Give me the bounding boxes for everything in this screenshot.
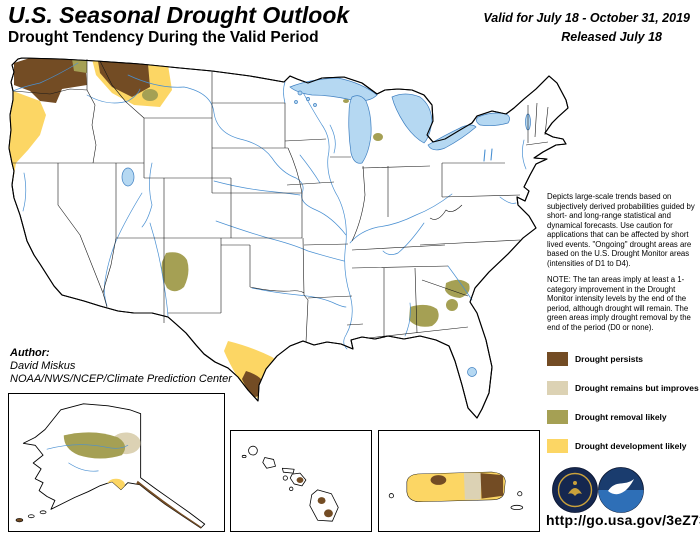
region-south-carolina-removal <box>445 279 470 298</box>
region-pacific-northwest-persists <box>14 58 87 103</box>
region-pr-improves <box>463 473 482 500</box>
legend-item-removal: Drought removal likely <box>547 410 697 424</box>
valid-dates: Valid for July 18 - October 31, 2019 <box>483 11 690 25</box>
region-nw-montana-persists <box>98 61 150 97</box>
island-niihau <box>241 454 247 459</box>
region-maui-persists <box>296 477 304 483</box>
puerto-rico-map <box>388 471 524 511</box>
page-title: U.S. Seasonal Drought Outlook <box>8 2 350 28</box>
lake-superior <box>289 77 378 102</box>
inset-alaska <box>8 393 225 532</box>
notes-paragraph-2: NOTE: The tan areas imply at least a 1-c… <box>547 275 691 332</box>
island-mona <box>388 493 394 499</box>
island-kauai <box>248 445 258 456</box>
puerto-rico-drought-regions <box>407 472 506 502</box>
region-coastal-georgia-removal <box>446 299 458 311</box>
legend-label-persists: Drought persists <box>575 354 644 364</box>
page-subtitle: Drought Tendency During the Valid Period <box>8 29 319 46</box>
alaska-map <box>15 403 206 529</box>
department-of-commerce-seal <box>552 467 598 513</box>
inset-hawaii <box>230 430 372 532</box>
lake-erie <box>427 124 477 151</box>
legend: Drought persists Drought remains but imp… <box>547 352 699 453</box>
notes-paragraph-1: Depicts large-scale trends based on subj… <box>547 192 695 268</box>
region-central-montana-removal <box>142 89 158 101</box>
island-kahoolawe <box>289 486 294 492</box>
yukon-river <box>46 444 129 472</box>
region-oregon-coast-development <box>9 91 46 187</box>
legend-swatch-improves <box>547 381 568 395</box>
island-lanai <box>282 475 288 481</box>
hawaii-map <box>241 445 339 522</box>
author-label: Author: <box>10 347 50 359</box>
forecast-notes: Depicts large-scale trends based on subj… <box>547 192 697 339</box>
island-oahu <box>262 457 276 469</box>
legend-item-improves: Drought remains but improves <box>547 381 699 395</box>
region-ne-washington-removal <box>72 59 87 73</box>
alaska-landmass <box>22 403 206 529</box>
lake-ontario <box>476 112 510 127</box>
lake-huron <box>391 93 433 144</box>
hawaiian-islands <box>241 445 339 522</box>
legend-label-improves: Drought remains but improves <box>575 383 699 393</box>
legend-swatch-persists <box>547 352 568 366</box>
legend-item-development: Drought development likely <box>547 439 697 453</box>
legend-swatch-removal <box>547 410 568 424</box>
legend-item-persists: Drought persists <box>547 352 697 366</box>
lakes <box>121 77 531 377</box>
lake-okeechobee <box>467 367 477 377</box>
released-date: Released July 18 <box>561 29 662 44</box>
legend-label-removal: Drought removal likely <box>575 412 667 422</box>
info-url[interactable]: http://go.usa.gov/3eZ73 <box>546 512 700 528</box>
aleutian-islands <box>15 510 47 523</box>
state-borders <box>12 59 549 343</box>
conus-drought-map <box>8 57 569 419</box>
finger-lakes <box>483 148 493 162</box>
region-big-island-persists-1 <box>317 497 326 505</box>
region-alaska-panhandle-persists <box>135 480 203 529</box>
valid-period: Valid for July 18 - October 31, 2019 Rel… <box>483 9 690 47</box>
author-block: Author: David Miskus NOAA/NWS/NCEP/Clima… <box>10 347 232 387</box>
island-vieques <box>510 504 524 511</box>
region-georgia-alabama-removal <box>409 304 439 327</box>
great-salt-lake <box>121 167 135 187</box>
agency-logos <box>551 466 645 519</box>
lake-michigan <box>348 95 372 164</box>
legend-swatch-development <box>547 439 568 453</box>
inset-puerto-rico <box>378 430 540 532</box>
region-big-island-persists-2 <box>324 509 333 518</box>
region-sw-colorado-removal <box>161 252 189 292</box>
island-hawaii <box>309 489 339 522</box>
region-pr-east-persists <box>480 473 504 499</box>
author-org: NOAA/NWS/NCEP/Climate Prediction Center <box>10 373 232 386</box>
island-molokai <box>281 467 295 474</box>
author-name: David Miskus <box>10 360 76 373</box>
noaa-logo <box>598 467 644 513</box>
region-pr-central-persists <box>430 475 447 485</box>
island-culebra <box>517 491 523 497</box>
legend-label-development: Drought development likely <box>575 441 687 451</box>
